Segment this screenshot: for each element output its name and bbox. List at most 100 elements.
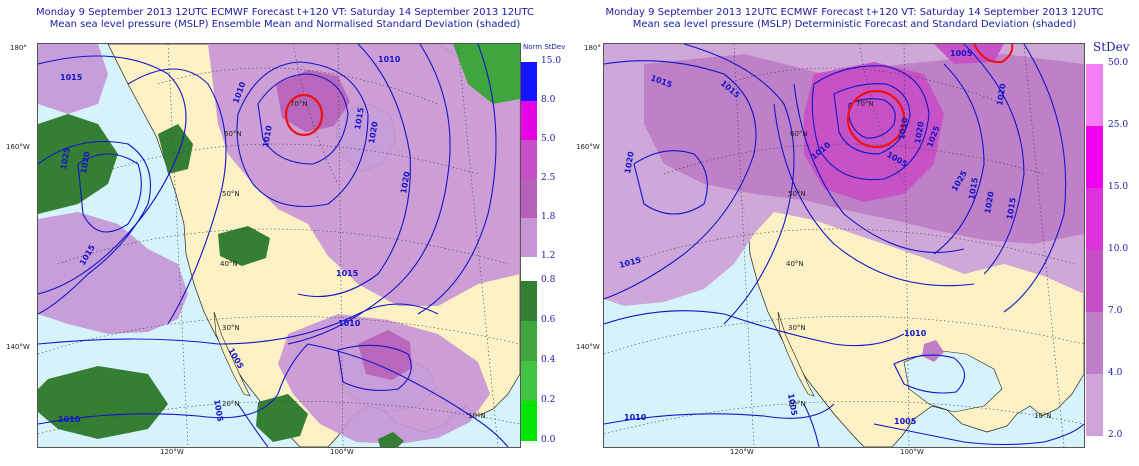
left-title-line1: Monday 9 September 2013 12UTC ECMWF Fore… — [36, 7, 534, 18]
left-lat-label-140w: 140°W — [6, 343, 30, 351]
lat-label-60n: 60°N — [224, 130, 242, 138]
legend-label: 5.0 — [541, 134, 556, 144]
isobar-label: 1005 — [950, 49, 973, 58]
lat-label-60n: 60°N — [790, 130, 808, 138]
left-legend-label: 0.0 — [541, 435, 556, 445]
stdev-shade-small — [922, 340, 944, 362]
isobar-label: 1015 — [1005, 196, 1018, 220]
isobar-label: 1020 — [913, 120, 926, 144]
green-shade-interior — [218, 226, 270, 266]
isobar-label: 1020 — [983, 190, 996, 214]
legend-label: 7.0 — [1108, 306, 1123, 316]
left-lon-label-120w: 120°W — [160, 448, 184, 456]
isobar-label: 1025 — [59, 146, 72, 170]
green-shade-southwest — [38, 366, 168, 439]
deterministic-map-canvas: 1015 1015 1005 1010 1020 1025 1020 1010 … — [604, 44, 1084, 447]
lat-label-20n: 20°N — [222, 400, 240, 408]
isobar-label: 1020 — [995, 82, 1008, 106]
isobar-label: 1015 — [336, 269, 359, 278]
right-legend-label: 2.0 — [1108, 430, 1123, 440]
legend-swatch — [521, 401, 537, 441]
isobar-label: 1010 — [261, 124, 274, 148]
right-lat-label-180: 180° — [584, 44, 601, 52]
left-lat-label-160w: 160°W — [6, 143, 30, 151]
isobar-label: 1010 — [897, 116, 910, 140]
right-lat-label-160w: 160°W — [576, 143, 600, 151]
legend-swatch — [521, 62, 537, 101]
lat-label-30n: 30°N — [788, 324, 806, 332]
ensemble-mean-panel: Monday 9 September 2013 12UTC ECMWF Fore… — [6, 7, 566, 456]
lat-label-40n: 40°N — [786, 260, 804, 268]
lat-label-50n: 50°N — [222, 190, 240, 198]
legend-label: 4.0 — [1108, 368, 1123, 378]
ensemble-map: 1015 1010 1010 1015 1020 1025 1020 1010 … — [37, 43, 521, 448]
isobar-label: 1015 — [353, 106, 366, 130]
isobar-label: 1020 — [623, 150, 636, 174]
stdev-shade-high — [804, 62, 944, 202]
isobar-label: 1020 — [79, 150, 92, 174]
legend-label: 50.0 — [1108, 58, 1129, 68]
legend-label: 8.0 — [541, 95, 556, 105]
right-lon-label-120w: 120°W — [730, 448, 754, 456]
isobar-label: 1005 — [212, 399, 225, 423]
isobar-label: 1010 — [904, 329, 927, 338]
legend-swatch — [521, 101, 537, 140]
legend-label: 1.8 — [541, 212, 556, 222]
deterministic-map: 1015 1015 1005 1010 1020 1025 1020 1010 … — [603, 43, 1085, 448]
isobar-label: 1020 — [367, 120, 380, 144]
ensemble-map-canvas: 1015 1010 1010 1015 1020 1025 1020 1010 … — [38, 44, 520, 447]
legend-label: 0.8 — [541, 275, 556, 285]
lat-label-70n: 70°N — [856, 100, 874, 108]
left-lat-label-180: 180° — [10, 44, 27, 52]
legend-swatch — [1086, 312, 1103, 374]
isobar-label: 1015 — [967, 176, 980, 200]
lat-label-30n: 30°N — [222, 324, 240, 332]
green-shade-mexico — [256, 394, 308, 442]
legend-swatch — [521, 281, 537, 321]
legend-label: 15.0 — [541, 56, 562, 66]
lat-label-10n: 10°N — [1034, 412, 1052, 420]
left-legend-label: 1.2 — [541, 251, 556, 261]
legend-swatch — [1086, 250, 1103, 312]
deterministic-panel: Monday 9 September 2013 12UTC ECMWF Fore… — [570, 0, 1139, 466]
lat-label-10n: 10°N — [468, 412, 486, 420]
right-title-line1: Monday 9 September 2013 12UTC ECMWF Fore… — [605, 7, 1104, 18]
purple-shade-west — [38, 212, 188, 334]
lat-label-40n: 40°N — [220, 260, 238, 268]
legend-label: 10.0 — [1108, 244, 1129, 254]
left-lon-label-100w: 100°W — [330, 448, 354, 456]
secondary-low-edge — [973, 44, 1014, 64]
legend-swatch — [1086, 126, 1103, 188]
legend-swatch — [521, 179, 537, 218]
purple-shade-deep-gulf — [358, 330, 412, 380]
legend-swatch — [1086, 64, 1103, 126]
lat-label-70n: 70°N — [290, 100, 308, 108]
legend-swatch — [521, 321, 537, 361]
legend-label: 25.0 — [1108, 120, 1129, 130]
low-pressure-center — [284, 93, 324, 137]
low-pressure-center — [846, 89, 906, 149]
isobar-label: 1010 — [624, 413, 647, 422]
legend-swatch — [521, 361, 537, 401]
purple-shade-deep-low — [276, 70, 350, 132]
legend-label: 0.4 — [541, 355, 556, 365]
right-lat-label-140w: 140°W — [576, 343, 600, 351]
legend-swatch — [1086, 188, 1103, 250]
gulf-of-mexico — [903, 349, 1003, 413]
right-legend-title: StDev — [1093, 40, 1130, 54]
green-shade-small-1 — [378, 432, 404, 447]
isobar-label: 1015 — [60, 73, 83, 82]
isobar-label: 1010 — [58, 415, 81, 424]
green-shade-alaska-gulf — [158, 124, 193, 174]
legend-label: 0.6 — [541, 315, 556, 325]
legend-label: 0.2 — [541, 395, 556, 405]
lat-label-20n: 20°N — [788, 400, 806, 408]
isobar-label: 1010 — [338, 319, 361, 328]
lat-label-50n: 50°N — [788, 190, 806, 198]
legend-label: 15.0 — [1108, 182, 1129, 192]
purple-shade-northwest — [38, 44, 108, 114]
left-legend-title: Norm StDev — [523, 43, 566, 51]
purple-shade-southeast — [278, 314, 490, 444]
legend-label: 2.5 — [541, 173, 556, 183]
isobar-label: 1005 — [786, 393, 799, 417]
